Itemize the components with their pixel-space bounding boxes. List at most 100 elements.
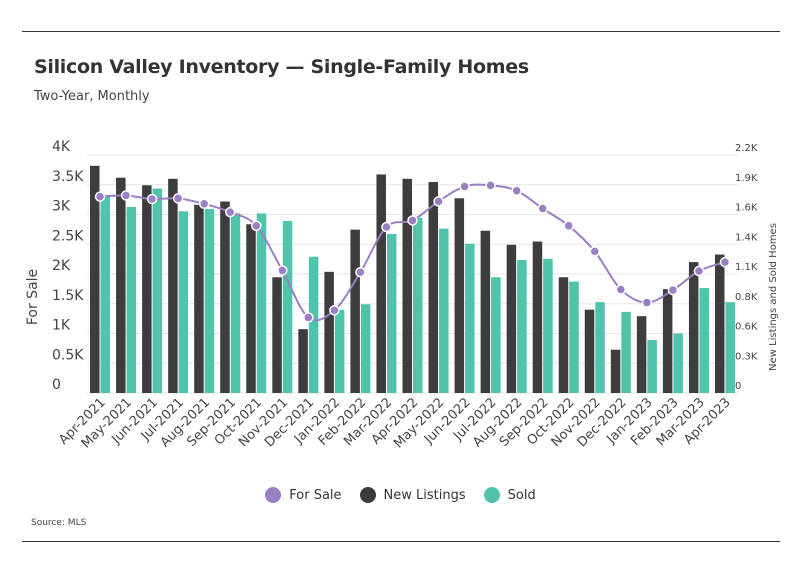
point-for-sale [120,190,132,201]
bar-new-listings [90,165,100,393]
legend-item-for-sale[interactable]: For Sale [265,487,342,503]
point-for-sale [251,220,262,232]
chart-title: Silicon Valley Inventory — Single-Family… [34,56,529,78]
bar-new-listings [610,349,621,393]
bar-sold [699,288,709,393]
bar-new-listings [558,277,569,393]
point-for-sale [355,266,366,278]
bar-new-listings [584,309,595,393]
legend-label-new-listings: New Listings [383,487,466,503]
bar-new-listings [298,329,308,393]
left-tick-label: 0 [52,377,61,393]
bar-sold [465,243,475,393]
bar-new-listings [688,262,699,393]
left-axis-title: For Sale [25,269,41,325]
bar-new-listings [480,230,491,393]
bar-sold [725,302,735,393]
legend-item-new-listings[interactable]: New Listings [359,487,466,503]
right-tick-label: 2.2K [735,143,758,154]
point-for-sale [537,203,548,214]
bar-new-listings [142,185,152,393]
bar-sold [386,233,397,393]
left-tick-label: 2.5K [52,228,84,244]
chart-legend: For Sale New Listings Sold [0,487,801,503]
point-for-sale [146,193,158,205]
right-tick-label: 1.4K [735,232,758,243]
bar-new-listings [350,229,360,393]
bar-sold [360,304,371,393]
bar-new-listings [506,244,517,393]
point-for-sale [615,284,627,295]
point-for-sale [589,246,601,257]
left-tick-label: 2K [52,258,71,274]
bar-sold [569,281,579,393]
left-tick-label: 4K [52,139,71,155]
point-for-sale [485,180,496,191]
bar-new-listings [324,271,334,393]
legend-swatch-new-listings [359,487,376,503]
bar-sold [178,211,189,393]
right-tick-label: 0.3K [735,351,758,362]
point-for-sale [433,196,444,207]
right-axis-title: New Listings and Sold Homes [768,223,779,371]
bar-sold [152,188,163,393]
point-for-sale [719,256,731,268]
point-for-sale [329,305,340,316]
legend-label-sold: Sold [507,487,536,503]
bar-new-listings [220,201,230,393]
bar-new-listings [428,182,439,393]
legend-item-sold[interactable]: Sold [483,487,536,503]
left-tick-label: 1K [52,318,71,334]
source-note: Source: MLS [31,518,87,528]
bar-sold [595,302,605,393]
point-for-sale [667,284,679,296]
bottom-rule [22,541,780,542]
point-for-sale [303,312,314,323]
bar-sold [647,339,657,393]
legend-swatch-for-sale [265,487,282,503]
point-for-sale [198,198,210,210]
bar-new-listings [662,289,673,393]
right-tick-label: 1.6K [735,203,758,214]
bar-sold [491,277,501,393]
bar-new-listings [636,316,647,393]
point-for-sale [94,191,106,202]
point-for-sale [172,193,184,204]
line-for-sale [99,183,726,322]
bar-new-listings [194,204,204,393]
bar-new-listings [168,178,178,393]
chart-subtitle: Two-Year, Monthly [34,89,150,104]
point-for-sale [693,265,705,277]
bar-new-listings [246,224,256,393]
bar-sold [282,220,293,393]
left-tick-label: 1.5K [52,288,84,304]
bar-sold [673,333,683,393]
right-tick-label: 1.9K [735,173,758,184]
point-for-sale [459,181,470,192]
bar-new-listings [116,177,126,393]
point-for-sale [381,221,392,233]
bar-new-listings [454,198,465,393]
point-for-sale [224,206,236,218]
bar-sold [334,309,345,393]
right-tick-label: 0.8K [735,292,758,303]
left-tick-label: 0.5K [52,347,84,363]
bar-new-listings [376,174,386,393]
point-for-sale [511,185,522,196]
bar-new-listings [714,254,725,393]
legend-label-for-sale: For Sale [289,487,342,503]
bar-sold [413,217,423,393]
bar-sold [439,228,449,393]
bar-sold [256,213,267,393]
right-tick-label: 0.6K [735,322,758,333]
bar-new-listings [532,241,543,393]
legend-swatch-sold [483,487,500,503]
right-tick-label: 1.1K [735,262,758,273]
bar-new-listings [402,178,412,393]
bar-sold [621,311,631,393]
point-for-sale [407,215,418,226]
bar-sold [308,256,319,393]
bar-sold [230,213,241,393]
right-tick-label: 0 [735,381,741,392]
bar-sold [100,195,111,393]
